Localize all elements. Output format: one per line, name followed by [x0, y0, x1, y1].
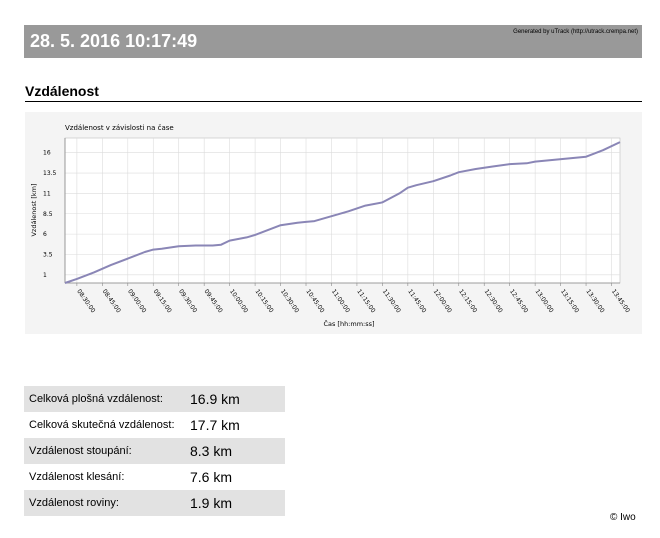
x-tick-label: 10:00:00	[228, 288, 249, 314]
stats-label: Vzdálenost roviny:	[29, 497, 119, 509]
stats-row: Celková plošná vzdálenost: 16.9 km	[24, 386, 285, 412]
x-tick-label: 12:15:00	[457, 288, 478, 314]
x-tick-label: 13:15:00	[559, 288, 580, 314]
x-tick-label: 12:00:00	[432, 288, 453, 314]
copyright-note: © Iwo	[610, 512, 636, 523]
x-tick-label: 13:00:00	[533, 288, 554, 314]
section-title: Vzdálenost	[25, 83, 99, 99]
y-tick-label: 11	[43, 190, 51, 197]
y-tick-label: 8.5	[43, 211, 53, 218]
report-header: 28. 5. 2016 10:17:49 Generated by uTrack…	[24, 25, 642, 58]
x-tick-label: 09:30:00	[177, 288, 198, 314]
stats-value: 17.7 km	[190, 417, 240, 433]
stats-label: Vzdálenost stoupání:	[29, 445, 132, 457]
x-tick-label: 13:30:00	[584, 288, 605, 314]
stats-row: Vzdálenost stoupání: 8.3 km	[24, 438, 285, 464]
y-axis-label: Vzdálenost [km]	[30, 183, 38, 236]
stats-label: Vzdálenost klesání:	[29, 471, 125, 483]
x-tick-label: 11:30:00	[381, 288, 402, 314]
x-tick-label: 12:45:00	[508, 288, 529, 314]
generated-by-note: Generated by uTrack (http://utrack.cremp…	[513, 29, 638, 35]
stats-value: 7.6 km	[190, 469, 233, 485]
stats-value: 8.3 km	[190, 443, 233, 459]
x-axis-label: Čas [hh:mm:ss]	[323, 319, 374, 328]
stats-row: Vzdálenost klesání: 7.6 km	[24, 464, 285, 490]
x-tick-label: 10:45:00	[304, 288, 325, 314]
y-tick-label: 1	[43, 272, 47, 279]
x-tick-label: 10:30:00	[279, 288, 300, 314]
stats-row: Celková skutečná vzdálenost: 17.7 km	[24, 412, 285, 438]
x-tick-label: 12:30:00	[483, 288, 504, 314]
x-tick-label: 11:45:00	[406, 288, 427, 314]
stats-table: Celková plošná vzdálenost: 16.9 km Celková…	[24, 386, 285, 516]
chart-title: Vzdálenost v závislosti na čase	[65, 124, 174, 132]
x-tick-label: 09:45:00	[203, 288, 224, 314]
y-tick-label: 6	[43, 231, 47, 238]
y-tick-label: 3.5	[43, 251, 53, 258]
distance-series-line	[64, 141, 621, 284]
stats-row: Vzdálenost roviny: 1.9 km	[24, 490, 285, 516]
report-datetime: 28. 5. 2016 10:17:49	[30, 31, 198, 51]
stats-label: Celková plošná vzdálenost:	[29, 393, 163, 405]
stats-label: Celková skutečná vzdálenost:	[29, 419, 175, 431]
x-tick-label: 08:45:00	[101, 288, 122, 314]
x-tick-label: 11:15:00	[355, 288, 376, 314]
x-tick-label: 09:15:00	[152, 288, 173, 314]
section-divider	[25, 101, 642, 102]
x-tick-label: 09:00:00	[126, 288, 147, 314]
stats-value: 1.9 km	[190, 495, 233, 511]
y-tick-label: 16	[43, 150, 51, 157]
y-tick-label: 13.5	[43, 170, 57, 177]
distance-chart: 1 3.5 6 8.5 11 13.5 16 08:30:00 08:45:00 09:00:00…	[25, 112, 642, 334]
x-tick-label: 13:45:00	[610, 288, 631, 314]
stats-value: 16.9 km	[190, 391, 240, 407]
x-tick-label: 10:15:00	[253, 288, 274, 314]
plot-background	[64, 137, 621, 284]
x-tick-label: 08:30:00	[75, 288, 96, 314]
x-tick-label: 11:00:00	[330, 288, 351, 314]
